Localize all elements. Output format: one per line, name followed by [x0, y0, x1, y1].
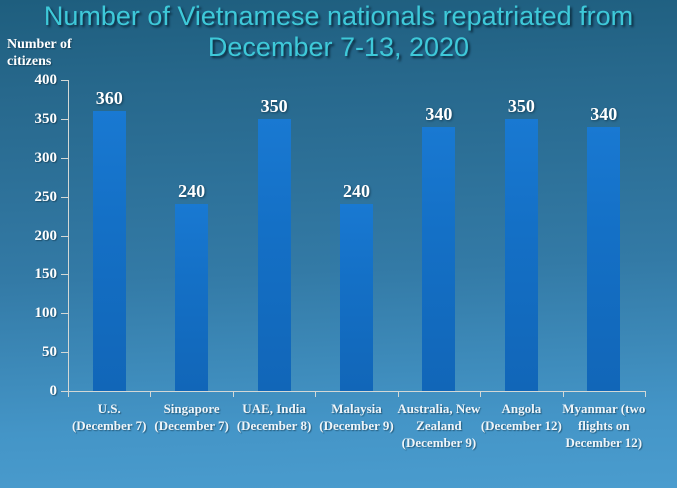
x-tick-mark — [232, 391, 234, 397]
y-tick-mark — [61, 313, 68, 315]
bar-value-label: 360 — [95, 88, 123, 109]
y-tick-label: 300 — [34, 149, 58, 166]
bar — [92, 111, 126, 391]
y-tick-mark — [61, 274, 68, 276]
bar-value-label: 240 — [343, 181, 370, 202]
x-axis-category-label: UAE, India (December 8) — [236, 401, 312, 433]
y-tick-mark — [61, 80, 68, 81]
bar-value-label: 350 — [260, 95, 288, 116]
x-tick-mark — [68, 391, 69, 397]
y-tick-mark — [61, 118, 68, 120]
bar-value-label: 240 — [178, 181, 206, 202]
y-tick-mark — [61, 157, 68, 159]
y-tick-label: 150 — [34, 266, 58, 283]
y-tick-label: 50 — [42, 344, 57, 361]
bar — [422, 126, 456, 391]
y-axis-line — [68, 80, 69, 391]
bar-value-label: 340 — [425, 103, 453, 124]
x-tick-mark — [397, 391, 399, 397]
x-axis-category-label: Australia, New Zealand (December 9) — [397, 401, 481, 450]
bar — [504, 118, 538, 391]
bar — [587, 126, 621, 391]
x-axis-category-label: Angola (December 12) — [480, 401, 562, 433]
y-tick-label: 200 — [34, 227, 58, 244]
y-tick-label: 250 — [34, 188, 58, 205]
x-axis-category-label: Singapore (December 7) — [154, 401, 229, 433]
y-tick-mark — [61, 391, 68, 392]
x-tick-mark — [480, 391, 482, 397]
y-tick-mark — [61, 235, 68, 237]
chart-title: Number of Vietnamese nationals repatriat… — [43, 1, 634, 62]
bar — [340, 204, 373, 391]
x-tick-mark — [315, 391, 317, 397]
bar — [257, 118, 291, 391]
x-tick-mark — [150, 391, 152, 397]
y-tick-label: 100 — [34, 305, 58, 322]
y-axis-title: Number of citizens — [7, 37, 72, 69]
y-tick-label: 350 — [34, 110, 58, 127]
bar — [175, 204, 209, 391]
bar-value-label: 350 — [507, 95, 535, 116]
x-axis-category-label: U.S. (December 7) — [71, 401, 147, 433]
y-tick-mark — [61, 196, 68, 198]
y-tick-label: 400 — [34, 72, 58, 88]
x-axis-category-label: Malaysia (December 9) — [319, 401, 394, 433]
x-axis-line — [68, 391, 646, 392]
y-tick-label: 0 — [49, 383, 58, 399]
x-tick-mark — [562, 391, 564, 397]
bar-value-label: 340 — [590, 103, 618, 124]
x-tick-mark — [645, 391, 646, 397]
y-tick-mark — [61, 352, 68, 354]
x-axis-category-label: Myanmar (two flights on December 12) — [562, 401, 646, 450]
